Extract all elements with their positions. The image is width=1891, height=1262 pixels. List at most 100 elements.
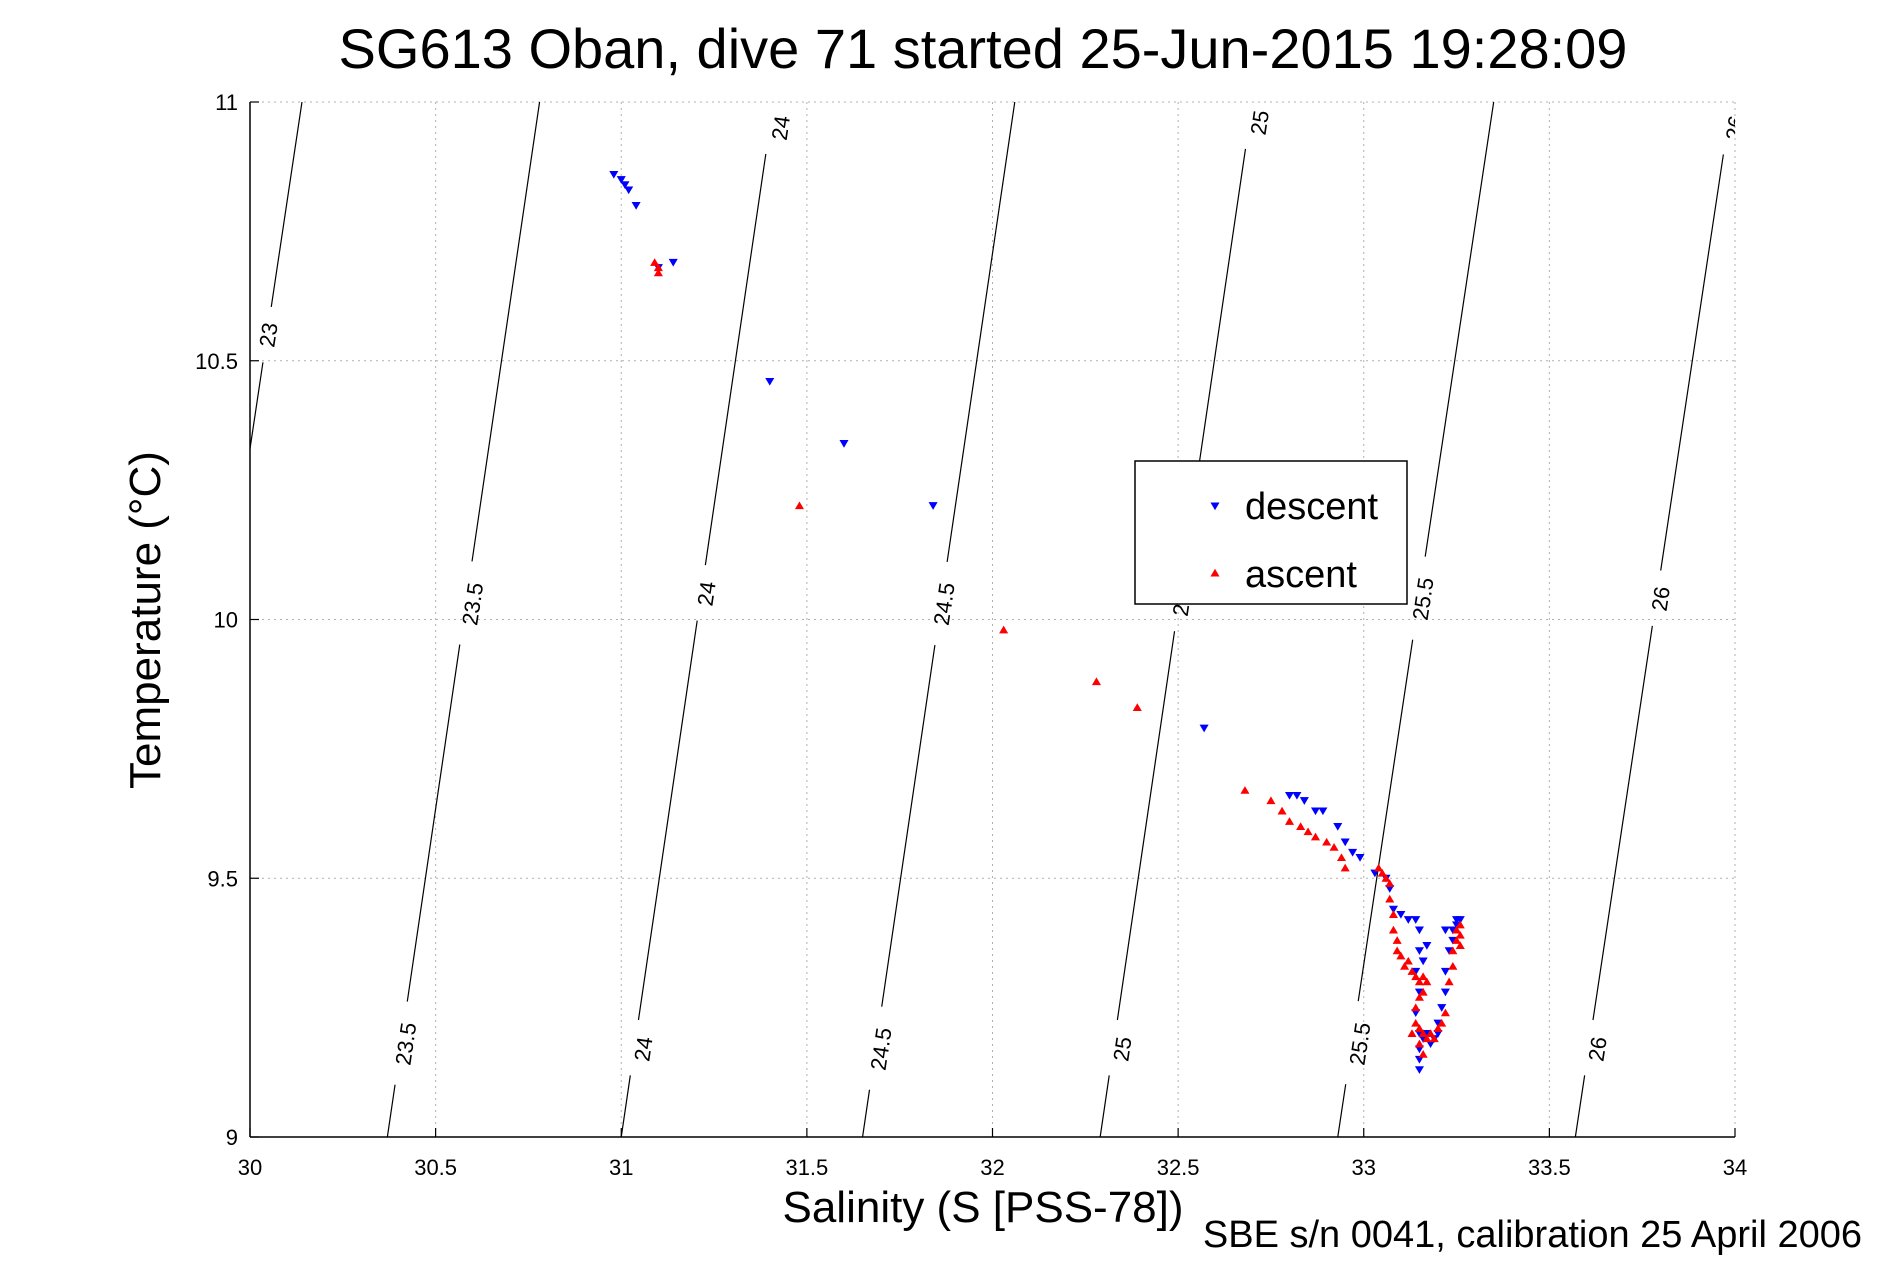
ascent-point [1455,920,1465,929]
ascent-point [1340,863,1350,872]
descent-point [609,170,619,179]
grid [250,101,1736,1137]
descent-point [1396,910,1406,919]
isopycnal-label: 26 [1647,585,1675,613]
ascent-point [1388,925,1398,934]
isopycnal-line [1592,625,1653,1021]
ascent-point [1400,962,1410,970]
ascent-marker [1210,568,1220,577]
descent-point [1333,822,1343,831]
descent-point [1318,807,1328,816]
ascent-point [1448,962,1458,970]
descent-point [1340,838,1350,847]
isopycnal-label: 25 [1246,109,1274,137]
isopycnal-label: 26 [1721,114,1749,142]
isopycnal-line [406,644,461,1002]
isopycnal-label: 24.5 [929,581,960,627]
data-points [609,170,1465,1074]
descent-point [1370,869,1380,878]
ascent-point [1444,977,1454,986]
isopycnal-label: 26 [1583,1035,1611,1063]
ascent-point [1440,1008,1450,1017]
isopycnal-line [620,1075,631,1137]
isopycnal-line [471,102,541,562]
ascent-point [1310,832,1321,841]
ascent-point [1422,1034,1432,1043]
x-tick-label: 33 [1352,1155,1376,1180]
y-tick-label: 10.5 [195,349,238,374]
x-axis-label: Salinity (S [PSS-78]) [782,1183,1183,1232]
isopycnal-line [1574,1075,1586,1137]
descent-point [1299,797,1309,805]
isopycnal-line [704,153,767,566]
descent-point [1440,926,1450,935]
ascent-point [1336,853,1346,862]
descent-point [1292,791,1302,800]
descent-point [1414,926,1424,935]
isopycnal-line [1357,639,1414,1002]
isopycnal-line [1660,154,1724,571]
isopycnal-line [1424,102,1495,557]
ascent-point [1418,1050,1428,1058]
descent-point [1437,1004,1447,1012]
descent-point [1418,957,1428,966]
descent-point [1422,942,1432,950]
isopycnal-line [881,644,936,1007]
descent-point [1355,854,1365,862]
ascent-point [1296,822,1306,831]
ascent-point [1329,843,1339,851]
ascent-point [794,501,804,510]
isopycnal-contours: 2323.523.524242424.524.525252525.525.526… [250,102,1749,1137]
x-tick-label: 31.5 [785,1155,828,1180]
ascent-point [1381,874,1391,882]
ascent-point [1448,946,1458,955]
ascent-point [1414,993,1424,1001]
ascent-point [1388,910,1398,918]
y-tick-label: 9 [226,1125,238,1150]
descent-point [1440,967,1450,976]
legend-label-ascent: ascent [1245,554,1357,596]
isopycnal-label: 24.5 [866,1026,897,1072]
y-tick-label: 11 [215,90,238,115]
ascent-point [1455,941,1465,950]
ascent-point [999,625,1009,634]
y-tick-labels: 9 9.5 10 10.5 11 [195,90,238,1150]
ascent-point [1452,925,1462,934]
ascent-point [1266,796,1276,805]
ascent-point [1429,1034,1439,1043]
descent-point [620,181,630,189]
ascent-point [1392,946,1402,955]
ascent-point [1240,786,1250,794]
legend: descent ascent [1134,460,1408,605]
descent-point [1426,1040,1436,1049]
ascent-point [1418,987,1428,996]
ascent-point [1407,1029,1417,1037]
ascent-point [1411,1018,1421,1027]
x-tick-label: 33.5 [1528,1155,1571,1180]
isopycnal-line [386,1084,396,1137]
isopycnal-label: 23.5 [457,581,488,627]
ascent-point [1403,956,1413,965]
ascent-point [1418,972,1428,981]
isopycnal-line [1099,1075,1110,1137]
y-axis-label: Temperature (°C) [121,451,170,789]
x-tick-label: 30 [238,1155,262,1180]
descent-point [1403,916,1413,924]
ascent-point [1426,1029,1436,1037]
isopycnal-line [637,620,698,1021]
descent-point [1411,916,1421,924]
descent-point [765,377,775,386]
ascent-point [1414,1039,1424,1048]
descent-point [624,186,634,195]
descent-point [1414,1055,1424,1064]
ascent-point [1414,977,1424,986]
ascent-point [1385,879,1395,887]
x-tick-label: 32 [980,1155,1004,1180]
legend-marker-ascent [1210,568,1220,577]
ascent-point [1385,894,1395,903]
y-tick-label: 9.5 [207,866,238,891]
descent-point [1440,988,1450,997]
descent-point [1414,947,1424,955]
ascent-point [650,258,660,266]
ascent-point [1322,837,1332,846]
